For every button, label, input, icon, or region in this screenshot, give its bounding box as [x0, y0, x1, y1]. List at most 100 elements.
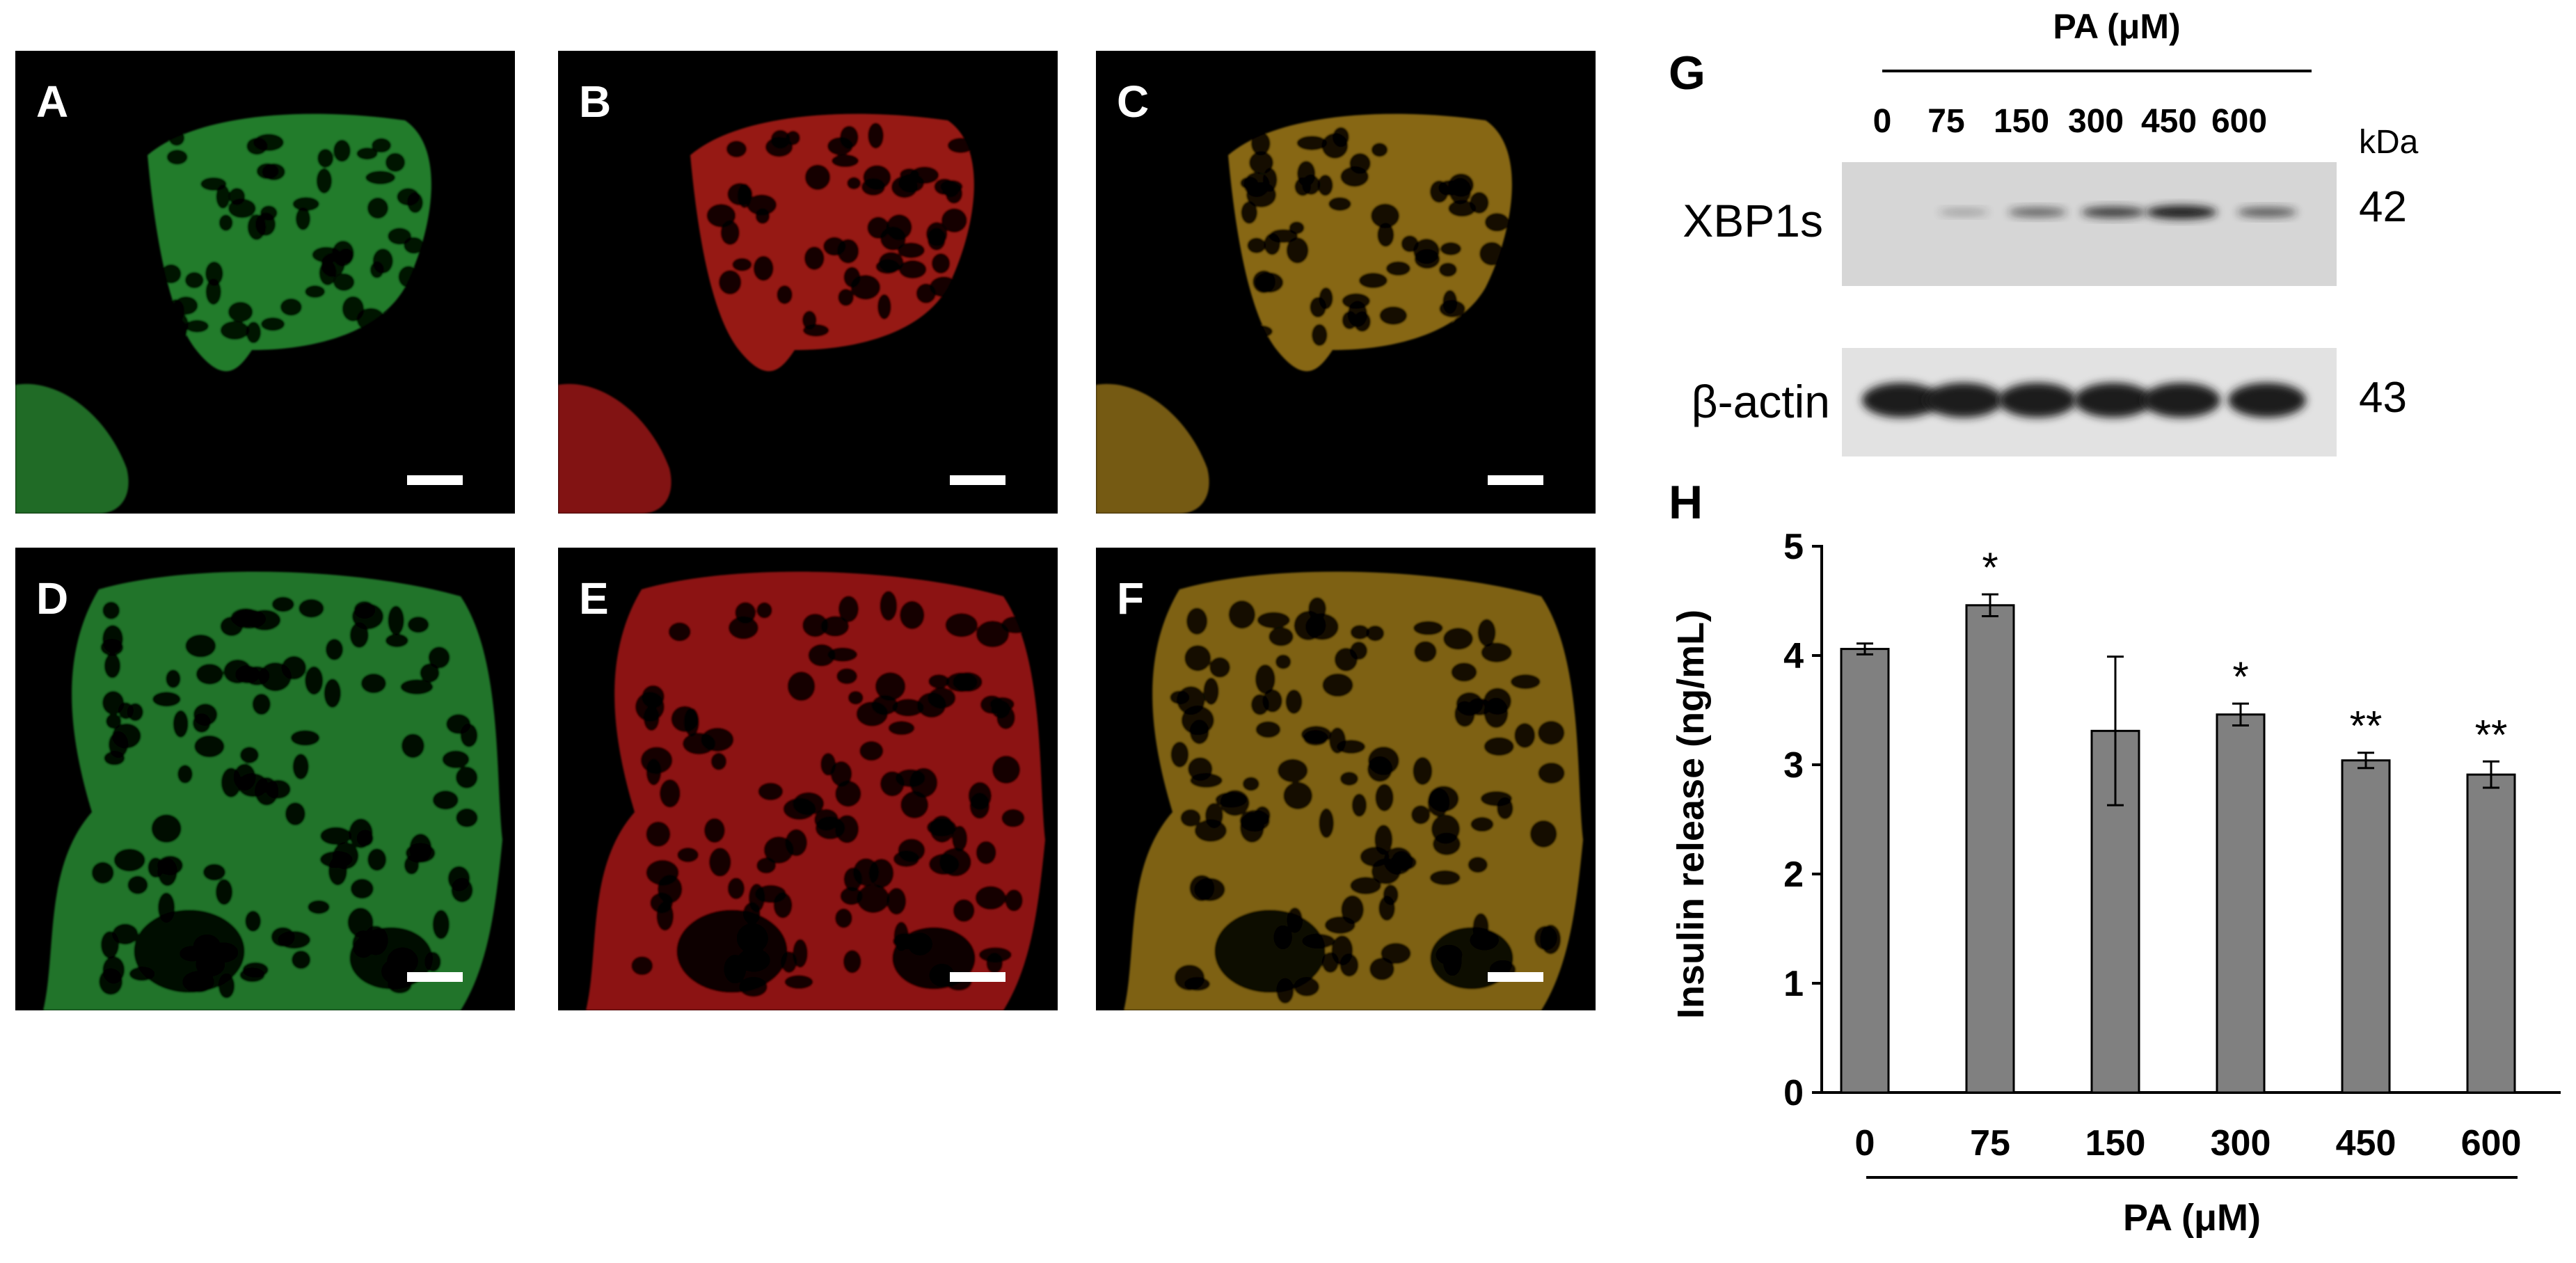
nucleus	[407, 616, 429, 633]
nucleus	[827, 647, 858, 662]
x-tick-label: 300	[2211, 1123, 2271, 1163]
nucleus	[369, 261, 384, 279]
nucleus	[1392, 850, 1411, 871]
nucleus	[319, 826, 352, 845]
nucleus	[407, 192, 424, 214]
y-tick-label: 3	[1783, 745, 1804, 786]
nucleus	[1442, 289, 1458, 315]
blot-xbp1s-kda: 42	[2359, 183, 2407, 231]
nucleus	[292, 753, 310, 780]
nucleus	[1174, 964, 1205, 991]
kda-label: kDa	[2359, 124, 2419, 161]
chart-x-tick-labels: 0 75 150 300 450 600	[1855, 1123, 2522, 1163]
western-blot-panel: G PA (μM) 0 75 150 300 450 600 kDa XBP1s 42 β…	[1669, 7, 2419, 456]
lane-label: 0	[1873, 103, 1892, 140]
nucleus	[1001, 616, 1031, 634]
nucleus	[1342, 293, 1371, 309]
nucleus	[1321, 951, 1339, 974]
cell-cluster	[1096, 113, 1512, 514]
nucleus	[1410, 804, 1431, 825]
cell-cluster	[1124, 571, 1583, 1010]
nucleus	[1375, 784, 1394, 812]
nucleus	[868, 858, 894, 888]
blot-band	[2008, 207, 2067, 218]
nucleus	[867, 122, 884, 149]
nucleus	[840, 887, 863, 905]
nucleus	[371, 138, 392, 153]
nucleus	[1413, 621, 1443, 636]
scale-bar	[407, 972, 463, 982]
lane-label: 300	[2068, 103, 2124, 140]
nucleus	[856, 701, 889, 727]
nucleus	[196, 663, 224, 685]
nucleus	[317, 148, 334, 168]
nucleus	[748, 883, 765, 912]
chart-y-tick-labels: 0 1 2 3 4 5	[1783, 527, 1822, 1113]
nucleus	[1340, 895, 1365, 925]
nucleus	[460, 723, 478, 748]
nucleus	[102, 624, 124, 653]
blot-beta-actin-kda: 43	[2359, 374, 2407, 422]
nucleus	[1252, 270, 1275, 294]
nucleus	[1340, 166, 1369, 187]
nucleus	[1381, 942, 1411, 964]
nucleus	[857, 884, 890, 914]
x-tick-label: 75	[1970, 1123, 2010, 1163]
cell-cluster	[586, 571, 1045, 1010]
nucleus	[939, 311, 955, 331]
nucleus	[1328, 727, 1346, 754]
nucleus	[1378, 896, 1396, 921]
nucleus	[646, 859, 679, 886]
nucleus	[1322, 673, 1353, 697]
nucleus	[405, 843, 436, 864]
nucleus	[333, 273, 355, 292]
nucleus	[1255, 721, 1281, 738]
nucleus	[1513, 722, 1536, 749]
nucleus	[888, 720, 915, 736]
nucleus	[1537, 720, 1565, 745]
blot-header: PA (μM)	[2053, 7, 2180, 46]
nucleus	[1228, 600, 1256, 629]
nucleus	[347, 907, 374, 938]
nucleus	[930, 815, 955, 843]
cell-cluster	[43, 571, 502, 1010]
nucleus	[244, 910, 262, 932]
nucleus	[898, 838, 925, 862]
bar	[1840, 648, 1890, 1094]
nucleus	[1452, 315, 1477, 333]
nucleus	[1180, 809, 1201, 827]
nucleus	[451, 877, 473, 903]
nucleus	[325, 638, 344, 661]
nucleus	[1379, 305, 1408, 326]
scale-bar	[407, 475, 463, 485]
scale-bar	[950, 475, 1005, 485]
nucleus	[1250, 132, 1271, 156]
scale-bar	[950, 972, 1005, 982]
nucleus	[1428, 785, 1459, 813]
nucleus	[1538, 762, 1566, 784]
nucleus	[387, 228, 412, 245]
nucleus	[832, 154, 859, 168]
nucleus	[1243, 172, 1270, 198]
nucleus	[1254, 806, 1271, 825]
blot-beta-actin-name: β-actin	[1692, 376, 1830, 427]
nucleus	[934, 178, 955, 196]
nucleus	[1484, 736, 1515, 756]
nucleus	[218, 214, 233, 232]
nucleus	[177, 764, 193, 784]
micro-panel-a: A	[15, 51, 515, 514]
nucleus	[792, 939, 809, 968]
lane-label: 150	[1994, 103, 2049, 140]
nucleus	[706, 203, 736, 228]
nucleus	[728, 616, 759, 640]
nucleus	[351, 603, 384, 630]
nucleus	[747, 194, 777, 216]
nucleus	[1431, 814, 1461, 844]
nucleus	[102, 601, 120, 620]
nucleus	[324, 678, 342, 708]
nucleus	[1449, 177, 1472, 205]
nucleus	[630, 955, 653, 976]
bar	[1965, 604, 2015, 1094]
nucleus	[931, 253, 951, 274]
